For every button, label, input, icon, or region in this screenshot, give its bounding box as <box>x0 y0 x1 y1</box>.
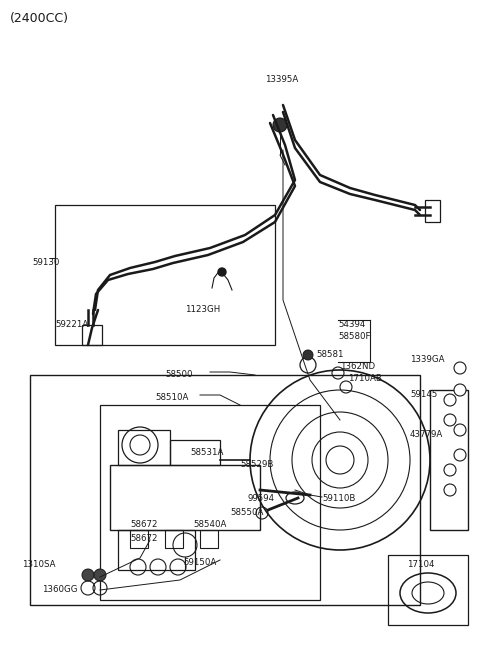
Circle shape <box>273 118 287 132</box>
Bar <box>130 530 148 548</box>
Circle shape <box>444 414 456 426</box>
Text: 99594: 99594 <box>248 494 275 503</box>
Circle shape <box>454 384 466 396</box>
Text: 1310SA: 1310SA <box>22 560 56 569</box>
Circle shape <box>444 394 456 406</box>
Circle shape <box>303 350 313 360</box>
Text: 58580F: 58580F <box>338 332 371 341</box>
Bar <box>170 440 220 465</box>
Bar <box>388 555 468 625</box>
Text: 58672: 58672 <box>130 534 157 543</box>
Bar <box>118 430 170 465</box>
Text: 58510A: 58510A <box>155 393 188 402</box>
Text: 58529B: 58529B <box>240 460 274 469</box>
Text: 59110B: 59110B <box>322 494 355 503</box>
Text: 17104: 17104 <box>407 560 434 569</box>
Text: 58540A: 58540A <box>193 520 227 529</box>
Text: 58581: 58581 <box>316 350 344 359</box>
Circle shape <box>454 424 466 436</box>
Bar <box>118 530 195 570</box>
Text: (2400CC): (2400CC) <box>10 12 69 25</box>
Bar <box>425 200 440 222</box>
Text: 1339GA: 1339GA <box>410 355 444 364</box>
Text: 58531A: 58531A <box>190 448 223 457</box>
Bar <box>200 530 218 548</box>
Circle shape <box>444 484 456 496</box>
Text: 1360GG: 1360GG <box>42 585 77 594</box>
Text: 59150A: 59150A <box>183 558 216 567</box>
Bar <box>165 530 183 548</box>
Text: 58550A: 58550A <box>230 508 264 517</box>
Text: 58672: 58672 <box>130 520 157 529</box>
Text: 13395A: 13395A <box>265 75 298 84</box>
Text: 43779A: 43779A <box>410 430 443 439</box>
Text: 59145: 59145 <box>410 390 437 399</box>
Bar <box>430 390 468 530</box>
Text: 59130: 59130 <box>32 258 60 267</box>
Bar <box>55 205 275 345</box>
Text: 1362ND: 1362ND <box>340 362 375 371</box>
Circle shape <box>444 464 456 476</box>
Text: 58500: 58500 <box>165 370 192 379</box>
Circle shape <box>454 449 466 461</box>
Circle shape <box>218 268 226 276</box>
Bar <box>100 405 320 600</box>
Circle shape <box>454 362 466 374</box>
Bar <box>110 465 260 530</box>
Text: 54394: 54394 <box>338 320 365 329</box>
Circle shape <box>82 569 94 581</box>
Circle shape <box>94 569 106 581</box>
Bar <box>30 375 420 605</box>
Text: 1710AB: 1710AB <box>348 374 382 383</box>
Bar <box>82 325 102 345</box>
Text: 1123GH: 1123GH <box>185 305 220 314</box>
Text: 59221A: 59221A <box>55 320 88 329</box>
